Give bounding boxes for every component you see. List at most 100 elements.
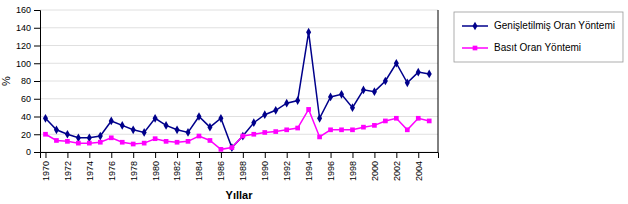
point [405, 127, 410, 132]
y-tick-mark [34, 134, 40, 135]
x-tick: 1974 [85, 152, 95, 181]
point [339, 127, 344, 132]
x-tick: 1988 [238, 152, 248, 181]
x-tick: 2002 [392, 152, 402, 181]
x-tick-label: 1988 [238, 161, 248, 181]
legend: Genişletilmiş Oran Yöntemi Basıt Oran Yön… [454, 12, 623, 62]
x-axis-title: Yıllar [226, 189, 254, 201]
point [361, 125, 366, 130]
marks [43, 28, 432, 152]
legend-label: Basıt Oran Yöntemi [494, 42, 581, 53]
x-tick-label: 1992 [282, 161, 292, 181]
point [284, 99, 289, 108]
y-tick: 40 [21, 112, 40, 122]
y-tick-mark [34, 46, 40, 47]
x-tick-label: 1986 [216, 161, 226, 181]
x-tick-mark [221, 152, 222, 158]
point [131, 142, 136, 147]
x-axis: 1970197219741976197819801982198419861988… [41, 152, 439, 181]
legend-label: Genişletilmiş Oran Yöntemi [494, 20, 615, 31]
series-line [45, 109, 429, 149]
point [273, 129, 278, 134]
point [218, 114, 223, 123]
legend-swatch-marker [473, 46, 478, 51]
point [131, 125, 136, 134]
x-tick-label: 1982 [172, 161, 182, 181]
y-tick-mark [34, 117, 40, 118]
point [394, 59, 399, 68]
y-tick-label: 160 [16, 5, 31, 15]
point [186, 139, 191, 144]
y-tick-mark [34, 28, 40, 29]
x-tick: 1996 [326, 152, 336, 181]
point [273, 106, 278, 115]
y-tick-label: 120 [16, 41, 31, 51]
x-tick: 1976 [107, 152, 117, 181]
x-tick-mark [67, 152, 68, 158]
point [98, 132, 103, 141]
point [87, 141, 92, 146]
x-tick-mark [331, 152, 332, 158]
point [164, 139, 169, 144]
point [328, 127, 333, 132]
y-axis: 0 20 40 60 80 100 120 140 160 [16, 5, 41, 157]
point [251, 118, 256, 127]
x-tick: 1972 [63, 152, 73, 181]
point [98, 140, 103, 145]
x-tick-label: 2000 [370, 161, 380, 181]
x-tick-label: 1996 [326, 161, 336, 181]
point [229, 143, 234, 152]
y-tick: 60 [21, 94, 40, 104]
point [394, 116, 399, 121]
point [120, 140, 125, 145]
x-tick-mark [309, 152, 310, 158]
y-tick-label: 80 [21, 76, 31, 86]
point [350, 103, 355, 112]
x-tick: 2000 [370, 152, 380, 181]
point [427, 70, 432, 79]
x-tick-mark [199, 152, 200, 158]
point [109, 117, 114, 126]
point [383, 119, 388, 124]
point [196, 112, 201, 121]
y-tick-mark [34, 99, 40, 100]
point [109, 135, 114, 140]
y-tick-label: 140 [16, 23, 31, 33]
x-tick-mark [89, 152, 90, 158]
y-tick-mark [34, 81, 40, 82]
x-tick: 1984 [194, 152, 204, 181]
x-tick-mark [155, 152, 156, 158]
point [328, 93, 333, 102]
y-tick: 0 [26, 147, 40, 157]
point [372, 87, 377, 96]
x-tick: 1986 [216, 152, 226, 181]
y-tick-mark [34, 63, 40, 64]
point [317, 135, 322, 140]
x-tick: 1982 [172, 152, 182, 181]
point [295, 126, 300, 131]
point [43, 114, 48, 123]
x-tick-label: 1980 [151, 161, 161, 181]
x-tick-mark [265, 152, 266, 158]
grid-line [40, 81, 438, 82]
y-tick: 20 [21, 130, 40, 140]
point [76, 141, 81, 146]
x-tick-mark [352, 152, 353, 158]
x-tick: 1992 [282, 152, 292, 181]
grid-line [40, 27, 438, 28]
y-tick-label: 100 [16, 59, 31, 69]
point [405, 78, 410, 87]
point [142, 141, 147, 146]
point [54, 138, 59, 143]
point [185, 128, 190, 137]
x-tick: 1980 [151, 152, 161, 181]
point [317, 114, 322, 123]
point [295, 96, 300, 105]
x-tick-mark [45, 152, 46, 158]
series-points [43, 28, 432, 152]
x-tick-label: 1998 [348, 161, 358, 181]
x-tick-label: 1970 [41, 161, 51, 181]
grid [40, 10, 438, 152]
point [240, 134, 245, 139]
x-tick-mark [418, 152, 419, 158]
